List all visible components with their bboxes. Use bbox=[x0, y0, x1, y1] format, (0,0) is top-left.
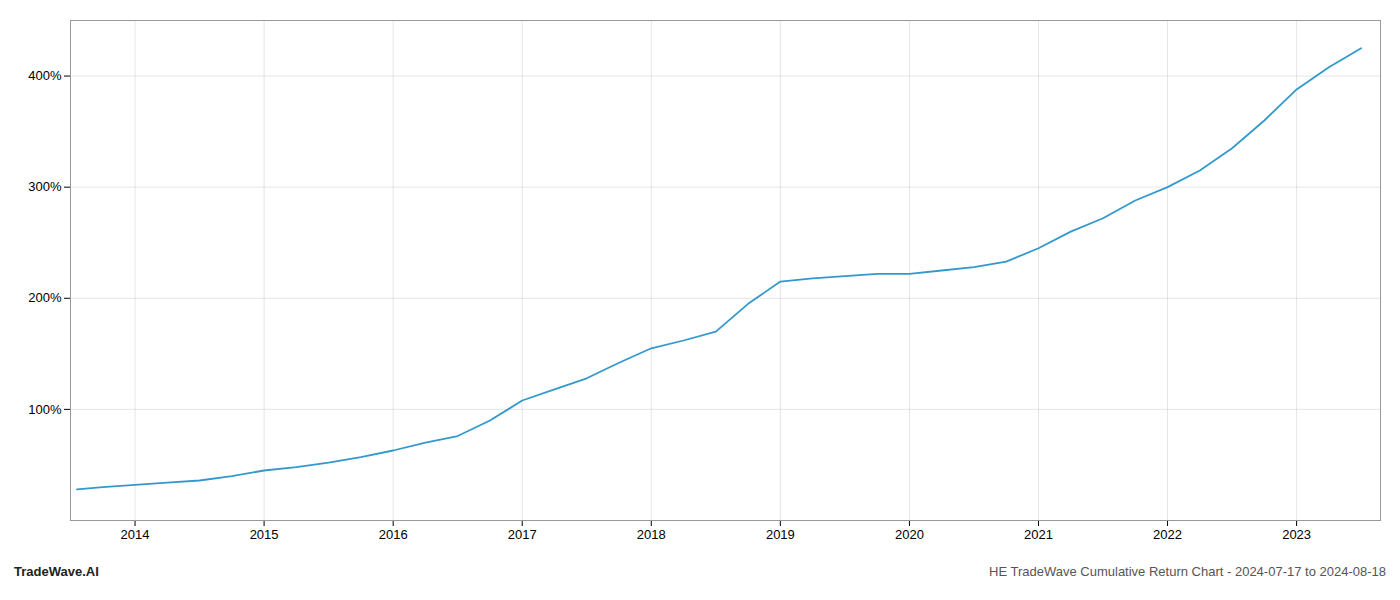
svg-text:2017: 2017 bbox=[508, 527, 537, 542]
svg-text:2019: 2019 bbox=[766, 527, 795, 542]
svg-text:100%: 100% bbox=[28, 402, 62, 417]
svg-text:2022: 2022 bbox=[1153, 527, 1182, 542]
svg-text:200%: 200% bbox=[28, 290, 62, 305]
svg-text:400%: 400% bbox=[28, 68, 62, 83]
html-text:TradeWave.AI: TradeWave.AI bbox=[14, 564, 99, 579]
svg-text:300%: 300% bbox=[28, 179, 62, 194]
svg-text:2014: 2014 bbox=[121, 527, 150, 542]
svg-text:2018: 2018 bbox=[637, 527, 666, 542]
svg-text:2023: 2023 bbox=[1282, 527, 1311, 542]
svg-text:2020: 2020 bbox=[895, 527, 924, 542]
svg-text:2016: 2016 bbox=[379, 527, 408, 542]
html-text:HE TradeWave Cumulative Return: HE TradeWave Cumulative Return Chart - 2… bbox=[989, 564, 1386, 579]
svg-text:2021: 2021 bbox=[1024, 527, 1053, 542]
svg-text:2015: 2015 bbox=[250, 527, 279, 542]
